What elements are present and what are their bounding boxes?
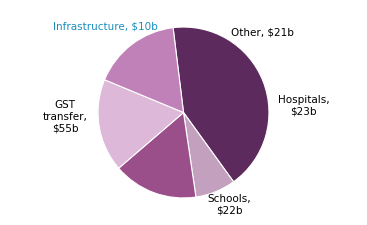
Wedge shape — [173, 27, 269, 182]
Wedge shape — [184, 112, 233, 197]
Text: GST
transfer,
$55b: GST transfer, $55b — [43, 100, 88, 133]
Wedge shape — [119, 112, 196, 198]
Text: Other, $21b: Other, $21b — [230, 27, 293, 37]
Text: Hospitals,
$23b: Hospitals, $23b — [277, 95, 329, 117]
Wedge shape — [105, 28, 184, 112]
Wedge shape — [98, 80, 184, 168]
Text: Schools,
$22b: Schools, $22b — [207, 194, 251, 215]
Text: Infrastructure, $10b: Infrastructure, $10b — [53, 21, 158, 31]
